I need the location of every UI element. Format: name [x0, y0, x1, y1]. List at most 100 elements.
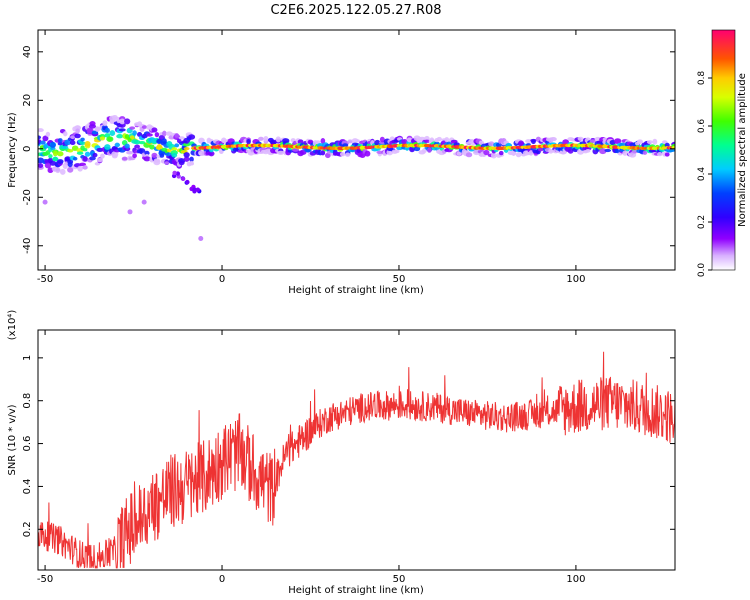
spectrogram-cell	[320, 150, 326, 156]
spectrogram-cell	[42, 135, 49, 142]
spectrogram-cell	[488, 141, 495, 147]
spectrogram-cell	[275, 136, 281, 143]
spectrogram-cell	[525, 139, 532, 144]
spectrogram-cell	[138, 140, 146, 145]
spectrogram-cell	[174, 143, 180, 148]
spectrogram-cell	[80, 137, 85, 142]
spectrogram-cell	[143, 156, 151, 162]
colorbar-tick-label: 0.4	[697, 167, 707, 182]
spectrogram-cell	[134, 144, 141, 149]
spectrogram-cell	[174, 133, 180, 138]
spectrogram-cell	[76, 151, 84, 155]
spectrogram-cell	[159, 153, 165, 158]
spectrogram-y-axis-label: Frequency (Hz)	[7, 112, 18, 188]
spectrogram-cell	[657, 151, 663, 157]
spectrogram-cell	[129, 126, 136, 130]
spectrogram-cell	[277, 150, 285, 155]
spectrogram-cell	[149, 144, 155, 150]
spectrogram-cell	[345, 152, 351, 157]
spectrogram-cell	[52, 150, 58, 157]
spectrogram-cell	[379, 136, 385, 143]
spectrogram-cell	[376, 150, 384, 155]
spectrogram-cell	[100, 153, 105, 159]
spectrogram-cell	[423, 139, 431, 143]
spectrogram-cell	[171, 147, 178, 151]
colorbar-tick-label: 0.8	[697, 71, 707, 86]
spectrogram-cell	[628, 152, 637, 158]
spectrogram-cell	[195, 187, 201, 192]
spectrogram-cell	[636, 140, 644, 144]
spectrogram-cell	[589, 139, 597, 143]
spectrogram-cell	[549, 137, 557, 142]
spectrogram-cell	[172, 170, 177, 176]
spectrogram-cell	[38, 163, 44, 168]
spectrogram-cell	[67, 148, 74, 153]
spectrogram-cell	[374, 139, 381, 146]
spectrogram-cell	[67, 166, 74, 173]
spectrogram-cell	[74, 125, 81, 130]
spectrogram-panel: -50 0 50 100 40 20 0 -20 -40 Height of straight…	[7, 29, 676, 296]
spectrogram-cell	[74, 133, 81, 139]
snr-y-ticks: 0.2 0.4 0.6 0.8 1	[22, 355, 675, 537]
colorbar-ticks: 0.0 0.2 0.4 0.6 0.8	[697, 71, 712, 277]
spectrogram-cell	[161, 138, 167, 145]
spectrogram-cell	[141, 125, 148, 129]
spectrogram-cell	[346, 140, 354, 144]
spectrogram-cell	[317, 143, 324, 148]
y-tick-label: 0	[22, 146, 33, 152]
colorbar-tick-label: 0.6	[697, 119, 707, 134]
x-tick-label: -50	[37, 574, 53, 585]
snr-x-axis-label: Height of straight line (km)	[288, 585, 424, 596]
spectrogram-y-ticks: 40 20 0 -20 -40	[22, 45, 675, 254]
spectrogram-cell	[109, 119, 116, 124]
spectrogram-cell	[562, 139, 570, 146]
x-tick-label: -50	[37, 274, 53, 285]
colorbar: 0.0 0.2 0.4 0.6 0.8 Normalized spectral ampl…	[697, 29, 748, 277]
spectrogram-cell	[162, 130, 167, 137]
spectrogram-cell	[82, 148, 88, 152]
y-tick-label: 20	[22, 94, 33, 107]
spectrogram-cell	[70, 135, 76, 140]
spectrogram-x-axis-label: Height of straight line (km)	[288, 285, 424, 296]
spectrogram-cell	[613, 138, 622, 145]
y-tick-label: -20	[22, 189, 33, 205]
spectrogram-cell	[44, 162, 52, 169]
y-tick-label: 0.6	[22, 436, 33, 452]
y-tick-label: 0.2	[22, 521, 33, 537]
spectrogram-cell	[127, 209, 133, 215]
spectrogram-cell	[114, 142, 121, 148]
spectrogram-cell	[183, 152, 190, 158]
spectrogram-cell	[153, 159, 161, 166]
spectrogram-cell	[52, 157, 59, 162]
spectrogram-cell	[136, 132, 143, 137]
spectrogram-cell	[38, 128, 44, 133]
spectrogram-cell	[59, 168, 66, 175]
spectrogram-cell	[188, 134, 196, 140]
x-tick-label: 100	[566, 574, 585, 585]
spectrogram-cell	[528, 150, 534, 156]
spectrogram-cell	[79, 162, 87, 167]
spectrogram-cell	[144, 150, 150, 156]
spectrogram-cell	[263, 135, 269, 142]
x-tick-label: 0	[219, 574, 225, 585]
spectrogram-x-ticks: -50 0 50 100	[37, 30, 585, 285]
spectrogram-cell	[642, 150, 648, 155]
spectrogram-cell	[490, 152, 497, 159]
spectrogram-cell	[88, 124, 97, 129]
spectrogram-cell	[192, 187, 197, 192]
spectrogram-cell	[183, 147, 190, 151]
spectrogram-cell	[567, 148, 574, 154]
spectrogram-cell	[427, 147, 432, 153]
spectrogram-cell	[40, 140, 46, 145]
spectrogram-cell	[38, 135, 42, 140]
spectrogram-cell	[77, 165, 83, 172]
spectrogram-cell	[129, 135, 135, 139]
spectrogram-cell	[72, 156, 78, 161]
spectrogram-cell	[246, 139, 251, 145]
spectrogram-cell	[84, 151, 91, 157]
spectrogram-cell	[515, 152, 522, 158]
spectrogram-cell	[118, 128, 126, 132]
spectrogram-cell	[124, 143, 130, 149]
spectrogram-cell	[282, 138, 290, 144]
y-tick-label: 40	[22, 45, 33, 58]
